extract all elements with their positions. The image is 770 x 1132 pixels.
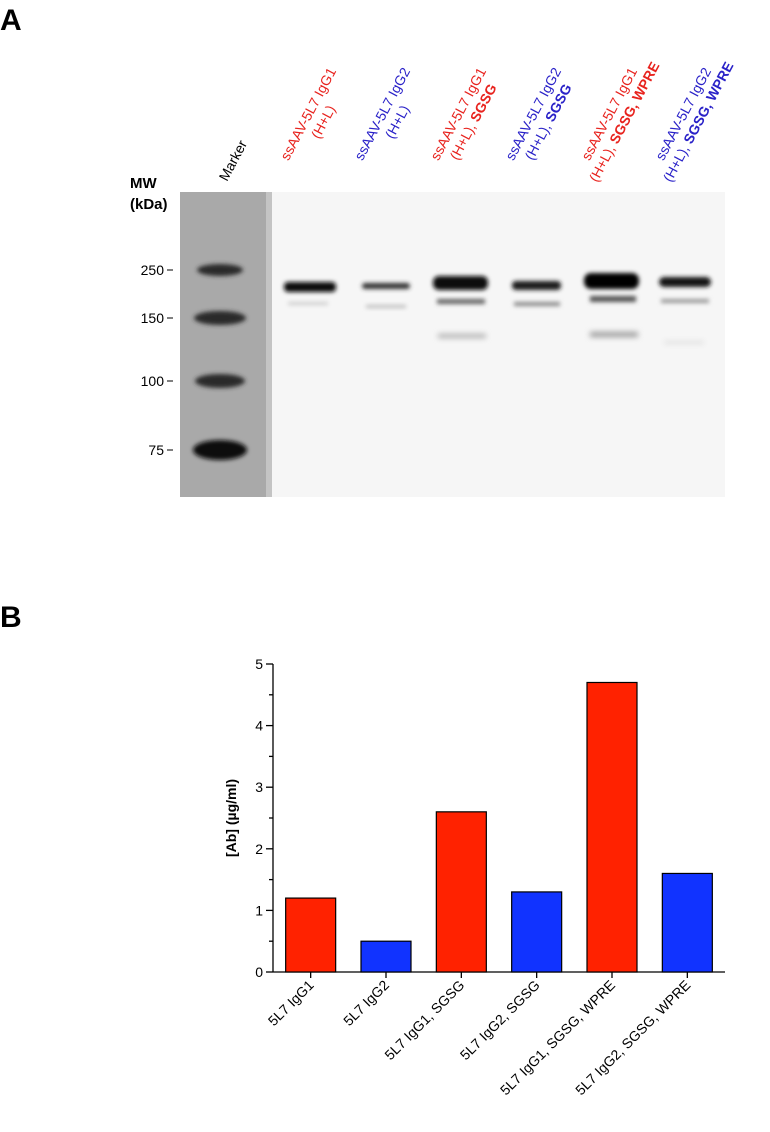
- bar: [360, 940, 412, 973]
- lane-label: Marker: [216, 137, 251, 183]
- y-axis-label: [Ab] (µg/ml): [223, 779, 239, 857]
- x-tick-label: 5L7 IgG1, SGSG: [381, 977, 467, 1063]
- mw-label: 150: [141, 310, 165, 326]
- marker-label-group: Marker: [216, 137, 251, 183]
- blot-image: [180, 192, 725, 497]
- bar: [435, 811, 487, 973]
- y-tick-label: 1: [255, 902, 263, 918]
- mw-label: 75: [148, 442, 164, 458]
- bar: [285, 897, 337, 973]
- bar: [511, 891, 563, 973]
- x-tick-label: 5L7 IgG2, SGSG: [457, 977, 543, 1063]
- y-tick-label: 4: [255, 718, 263, 734]
- bar: [586, 681, 638, 973]
- lane-label-group: ssAAV-5L7 IgG2(H+L),SGSG: [502, 65, 575, 163]
- y-tick-label: 5: [255, 656, 263, 672]
- y-tick-label: 2: [255, 841, 263, 857]
- mw-label: 250: [141, 262, 165, 278]
- y-tick-label: 0: [255, 964, 263, 980]
- mw-title: MW: [130, 175, 157, 192]
- panel-label: B: [0, 601, 22, 634]
- lane-label-group: ssAAV-5L7 IgG1(H+L),SGSG, WPRE: [578, 59, 663, 184]
- panel-label: A: [0, 4, 22, 37]
- lane-label-group: ssAAV-5L7 IgG1(H+L),SGSG: [427, 65, 500, 163]
- lane-label-group: ssAAV-5L7 IgG1(H+L): [277, 65, 339, 163]
- mw-label: 100: [141, 373, 165, 389]
- x-tick-label: 5L7 IgG1: [265, 977, 317, 1029]
- lane-label-group: ssAAV-5L7 IgG2(H+L): [351, 65, 413, 163]
- mw-title: (kDa): [130, 196, 168, 213]
- bar: [661, 872, 713, 973]
- y-tick-label: 3: [255, 779, 263, 795]
- x-tick-label: 5L7 IgG2: [340, 977, 392, 1029]
